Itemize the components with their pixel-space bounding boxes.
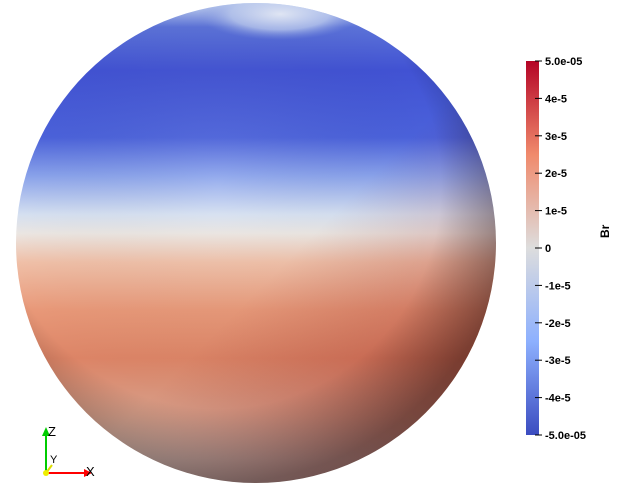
sphere-surface[interactable] <box>16 0 496 483</box>
colorbar-tick-label: 3e-5 <box>545 131 567 143</box>
x-axis-label: X <box>86 464 95 479</box>
colorbar-tick-label: -3e-5 <box>545 355 571 367</box>
colorbar-tick-label: -4e-5 <box>545 393 571 405</box>
colorbar-ticks: 5.0e-05 4e-5 3e-5 2e-5 1e-5 0 -1e-5 -2e-5 -3e-5 -… <box>535 56 586 442</box>
colorbar-tick-label: 2e-5 <box>545 168 567 180</box>
colorbar-tick-label: -5.0e-05 <box>545 430 586 442</box>
z-axis-label: Z <box>48 424 56 439</box>
colorbar-ramp <box>526 61 539 435</box>
colorbar-tick-label: 5.0e-05 <box>545 56 582 68</box>
colorbar-tick-label: 4e-5 <box>545 93 567 105</box>
colorbar-tick-label: -1e-5 <box>545 280 571 292</box>
colorbar-title: Br <box>598 224 612 238</box>
colorbar-tick-label: 0 <box>545 243 551 255</box>
color-legend: 5.0e-05 4e-5 3e-5 2e-5 1e-5 0 -1e-5 -2e-5 -3e-5 -… <box>526 56 586 442</box>
axes-origin <box>43 470 49 476</box>
orientation-axes: X Y Z <box>42 424 95 479</box>
x-axis-arrow <box>84 469 92 477</box>
colorbar-tick-label: -2e-5 <box>545 318 571 330</box>
z-axis-arrow <box>42 427 50 436</box>
colorbar-tick-label: 1e-5 <box>545 206 567 218</box>
y-axis-label: Y <box>50 454 58 466</box>
